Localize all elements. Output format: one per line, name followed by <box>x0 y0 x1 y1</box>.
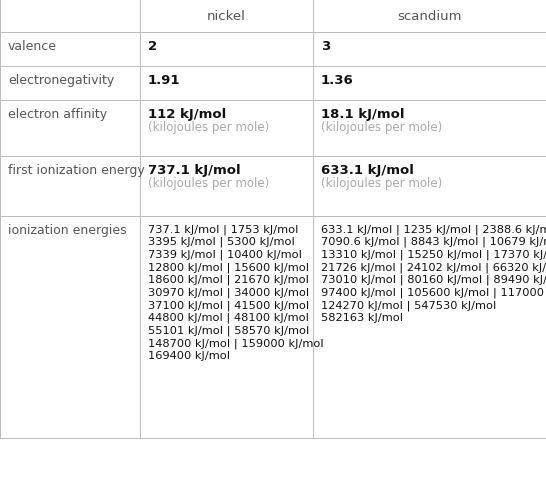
Text: 2: 2 <box>148 40 157 53</box>
Text: electronegativity: electronegativity <box>8 74 114 87</box>
Text: 44800 kJ/mol | 48100 kJ/mol: 44800 kJ/mol | 48100 kJ/mol <box>148 312 309 323</box>
Text: 7090.6 kJ/mol | 8843 kJ/mol | 10679 kJ/mol: 7090.6 kJ/mol | 8843 kJ/mol | 10679 kJ/m… <box>321 236 546 247</box>
Text: 18.1 kJ/mol: 18.1 kJ/mol <box>321 108 405 121</box>
Text: 3: 3 <box>321 40 330 53</box>
Text: (kilojoules per mole): (kilojoules per mole) <box>321 177 442 190</box>
Text: 18600 kJ/mol | 21670 kJ/mol: 18600 kJ/mol | 21670 kJ/mol <box>148 274 309 285</box>
Text: 1.91: 1.91 <box>148 74 181 87</box>
Text: 148700 kJ/mol | 159000 kJ/mol: 148700 kJ/mol | 159000 kJ/mol <box>148 338 324 348</box>
Text: 633.1 kJ/mol: 633.1 kJ/mol <box>321 164 414 177</box>
Text: 97400 kJ/mol | 105600 kJ/mol | 117000 kJ/mol: 97400 kJ/mol | 105600 kJ/mol | 117000 kJ… <box>321 287 546 298</box>
Text: 7339 kJ/mol | 10400 kJ/mol: 7339 kJ/mol | 10400 kJ/mol <box>148 249 302 259</box>
Text: electron affinity: electron affinity <box>8 108 107 121</box>
Text: 73010 kJ/mol | 80160 kJ/mol | 89490 kJ/mol: 73010 kJ/mol | 80160 kJ/mol | 89490 kJ/m… <box>321 274 546 285</box>
Text: 169400 kJ/mol: 169400 kJ/mol <box>148 350 230 361</box>
Text: 3395 kJ/mol | 5300 kJ/mol: 3395 kJ/mol | 5300 kJ/mol <box>148 236 295 247</box>
Text: scandium: scandium <box>397 10 462 23</box>
Text: 37100 kJ/mol | 41500 kJ/mol: 37100 kJ/mol | 41500 kJ/mol <box>148 300 309 310</box>
Text: ionization energies: ionization energies <box>8 224 127 237</box>
Text: (kilojoules per mole): (kilojoules per mole) <box>321 121 442 134</box>
Text: 582163 kJ/mol: 582163 kJ/mol <box>321 312 403 322</box>
Text: first ionization energy: first ionization energy <box>8 164 145 177</box>
Text: (kilojoules per mole): (kilojoules per mole) <box>148 121 269 134</box>
Text: 112 kJ/mol: 112 kJ/mol <box>148 108 226 121</box>
Text: nickel: nickel <box>207 10 246 23</box>
Text: (kilojoules per mole): (kilojoules per mole) <box>148 177 269 190</box>
Text: 13310 kJ/mol | 15250 kJ/mol | 17370 kJ/mol: 13310 kJ/mol | 15250 kJ/mol | 17370 kJ/m… <box>321 249 546 259</box>
Text: 737.1 kJ/mol: 737.1 kJ/mol <box>148 164 241 177</box>
Text: 12800 kJ/mol | 15600 kJ/mol: 12800 kJ/mol | 15600 kJ/mol <box>148 261 309 272</box>
Text: 55101 kJ/mol | 58570 kJ/mol: 55101 kJ/mol | 58570 kJ/mol <box>148 325 309 335</box>
Text: 737.1 kJ/mol | 1753 kJ/mol: 737.1 kJ/mol | 1753 kJ/mol <box>148 224 298 234</box>
Text: 30970 kJ/mol | 34000 kJ/mol: 30970 kJ/mol | 34000 kJ/mol <box>148 287 309 298</box>
Text: 21726 kJ/mol | 24102 kJ/mol | 66320 kJ/mol: 21726 kJ/mol | 24102 kJ/mol | 66320 kJ/m… <box>321 261 546 272</box>
Text: 124270 kJ/mol | 547530 kJ/mol: 124270 kJ/mol | 547530 kJ/mol <box>321 300 496 310</box>
Text: 1.36: 1.36 <box>321 74 354 87</box>
Text: 633.1 kJ/mol | 1235 kJ/mol | 2388.6 kJ/mol: 633.1 kJ/mol | 1235 kJ/mol | 2388.6 kJ/m… <box>321 224 546 234</box>
Text: valence: valence <box>8 40 57 53</box>
